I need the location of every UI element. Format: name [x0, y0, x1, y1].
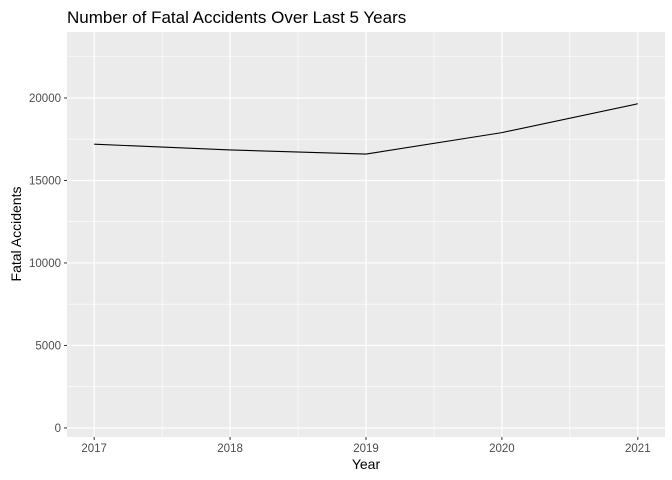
- x-tick-label: 2019: [353, 443, 379, 455]
- x-axis-title: Year: [352, 456, 381, 472]
- y-tick-label: 10000: [29, 258, 61, 270]
- y-axis-title: Fatal Accidents: [8, 187, 24, 282]
- y-axis: 0 5000 10000 15000 20000: [29, 93, 67, 435]
- x-axis: 2017 2018 2019 2020 2021: [81, 437, 651, 455]
- y-tick-label: 0: [55, 423, 61, 435]
- x-tick-label: 2021: [625, 443, 651, 455]
- y-tick-label: 20000: [29, 93, 61, 105]
- x-tick-label: 2017: [81, 443, 107, 455]
- major-gridlines: [67, 32, 665, 437]
- x-tick-label: 2020: [489, 443, 515, 455]
- series-layer: [94, 103, 638, 155]
- x-tick-label: 2018: [217, 443, 243, 455]
- y-tick-label: 15000: [29, 175, 61, 187]
- series-line: [94, 103, 638, 155]
- chart-title: Number of Fatal Accidents Over Last 5 Ye…: [67, 8, 406, 27]
- y-tick-label: 5000: [35, 340, 61, 352]
